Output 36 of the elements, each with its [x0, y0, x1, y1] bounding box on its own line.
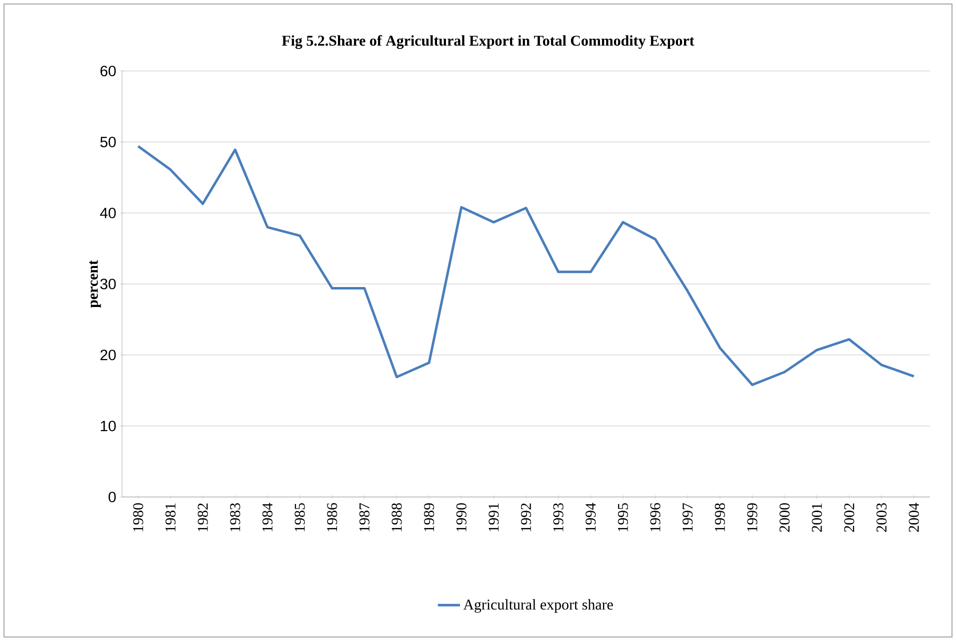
- x-tick-label: 1982: [198, 503, 208, 532]
- y-tick-label: 50: [100, 136, 116, 148]
- x-tick-label: 2000: [780, 503, 790, 532]
- x-tick-label: 2004: [908, 502, 919, 532]
- y-tick-label: 40: [100, 208, 116, 218]
- x-tick-label: 1991: [488, 504, 499, 532]
- x-tick-label: 1988: [392, 503, 402, 532]
- x-tick-label: 1987: [359, 503, 370, 532]
- x-tick-label: 1995: [618, 503, 628, 532]
- x-tick-label: 1980: [133, 503, 144, 532]
- x-tick-label: 1981: [165, 504, 176, 532]
- y-tick-label: 0: [108, 492, 116, 502]
- x-tick-label: 1985: [294, 503, 305, 532]
- legend-label: Agricultural export share: [463, 599, 613, 613]
- line-series: [136, 145, 916, 386]
- x-tick-label: 1986: [327, 503, 338, 532]
- x-tick-label: 1989: [424, 503, 434, 532]
- x-tick-label: 1992: [520, 503, 532, 532]
- x-tick-label: 1997: [682, 503, 693, 532]
- x-tick-label: 1993: [553, 503, 564, 532]
- x-tick-label: 1984: [262, 502, 272, 532]
- y-tick-label: 20: [100, 350, 116, 360]
- y-tick-label: 10: [100, 420, 116, 432]
- x-tick-label: 1999: [747, 503, 758, 532]
- x-tick-label: 1994: [586, 502, 596, 532]
- x-tick-label: 1990: [456, 503, 466, 532]
- x-tick-label: 2003: [876, 503, 887, 532]
- x-tick-label: 1998: [714, 503, 725, 532]
- y-tick-label: 60: [100, 66, 116, 76]
- x-tick-label: 2002: [844, 503, 854, 532]
- y-axis-title: percent: [89, 260, 101, 308]
- chart-title: Fig 5.2.Share of Agricultural Export in Total Commodity Export: [282, 35, 694, 49]
- x-tick-label: 2001: [812, 504, 822, 532]
- x-tick-label: 1996: [650, 503, 660, 532]
- y-tick-label: 30: [100, 278, 116, 290]
- x-tick-label: 1983: [230, 503, 240, 532]
